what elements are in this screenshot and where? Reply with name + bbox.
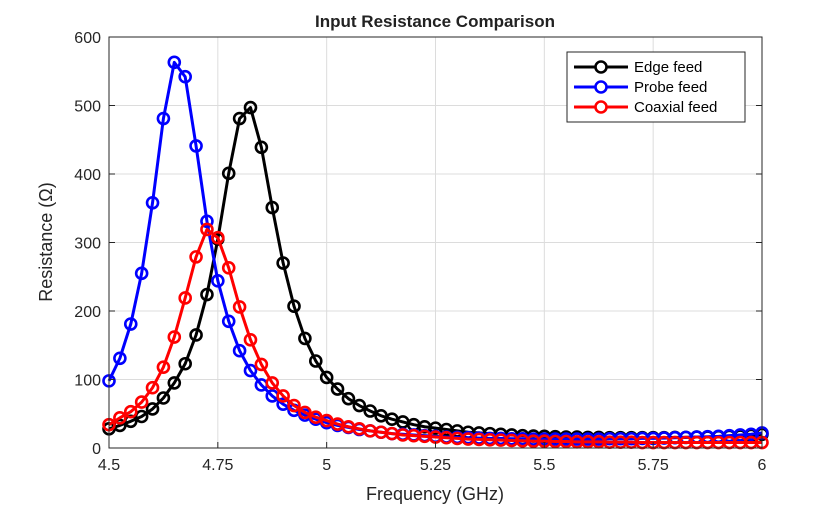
data-point (319, 370, 334, 385)
data-point (363, 404, 378, 418)
data-point (156, 360, 171, 374)
data-point (113, 351, 127, 366)
legend-marker (594, 80, 608, 94)
data-point (211, 230, 225, 245)
x-tick-label: 4.75 (202, 457, 233, 474)
data-point (189, 250, 203, 264)
data-point (200, 214, 214, 229)
x-tick-label: 5.5 (533, 457, 555, 474)
y-tick-label: 300 (74, 236, 101, 253)
x-tick-label: 5 (322, 457, 331, 474)
data-point (145, 380, 160, 395)
data-point (145, 195, 160, 210)
ticks: 4.5 4.75 5 5.25 5.5 5.75 6 0 100 200 300 400 500 600 (74, 30, 766, 474)
data-point (200, 222, 214, 237)
data-point (232, 343, 247, 358)
x-tick-label: 5.75 (638, 457, 669, 474)
legend-label: Coaxial feed (634, 99, 717, 116)
data-point (123, 404, 138, 419)
data-point (221, 166, 236, 181)
data-point (221, 314, 236, 329)
legend-item: Probe feed (574, 79, 707, 96)
x-tick-label: 4.5 (98, 457, 120, 474)
y-tick-label: 600 (74, 30, 101, 47)
y-tick-label: 100 (74, 373, 101, 390)
legend: Edge feed Probe feed Coaxial feed (566, 51, 746, 123)
data-point (178, 291, 192, 305)
data-point (167, 330, 182, 344)
data-point (352, 398, 367, 413)
legend-marker (594, 60, 608, 74)
data-point (243, 363, 258, 378)
data-point (189, 328, 203, 342)
data-point (211, 274, 225, 288)
y-tick-label: 0 (92, 441, 101, 458)
data-point (134, 266, 149, 281)
data-point (330, 382, 345, 396)
x-tick-label: 5.25 (420, 457, 451, 474)
data-point (254, 140, 269, 155)
data-point (221, 261, 236, 275)
data-point (123, 317, 138, 331)
data-point (276, 256, 290, 270)
data-point (265, 376, 280, 390)
data-point (178, 69, 192, 84)
data-point (189, 139, 203, 153)
legend-item: Coaxial feed (574, 99, 717, 116)
legend-item: Edge feed (574, 59, 702, 76)
chart-title: Input Resistance Comparison (315, 12, 555, 31)
data-point (232, 111, 247, 126)
data-point (134, 409, 149, 424)
data-point (276, 389, 290, 403)
legend-marker (594, 100, 608, 114)
data-point (265, 200, 280, 215)
series-coaxial-feed (102, 222, 769, 450)
series-layer (102, 55, 769, 450)
data-point (178, 356, 192, 371)
data-point (254, 357, 269, 372)
data-point (287, 398, 301, 413)
y-tick-label: 500 (74, 99, 101, 116)
legend-label: Probe feed (634, 79, 707, 96)
data-point (156, 391, 171, 405)
data-point (298, 331, 312, 346)
data-point (156, 111, 171, 126)
legend-label: Edge feed (634, 59, 702, 76)
data-point (232, 300, 247, 314)
data-point (243, 100, 258, 115)
x-tick-label: 6 (758, 457, 767, 474)
y-axis-label: Resistance (Ω) (36, 182, 56, 302)
data-point (298, 405, 312, 420)
data-point (145, 402, 160, 416)
data-point (243, 332, 258, 347)
y-tick-label: 400 (74, 167, 101, 184)
data-point (134, 395, 149, 409)
data-point (287, 299, 301, 314)
data-point (167, 55, 182, 70)
data-point (308, 354, 323, 368)
data-point (167, 376, 182, 390)
data-point (113, 411, 127, 425)
data-point (200, 287, 214, 302)
data-point (341, 391, 356, 406)
y-tick-label: 200 (74, 304, 101, 321)
x-axis-label: Frequency (GHz) (366, 484, 504, 504)
